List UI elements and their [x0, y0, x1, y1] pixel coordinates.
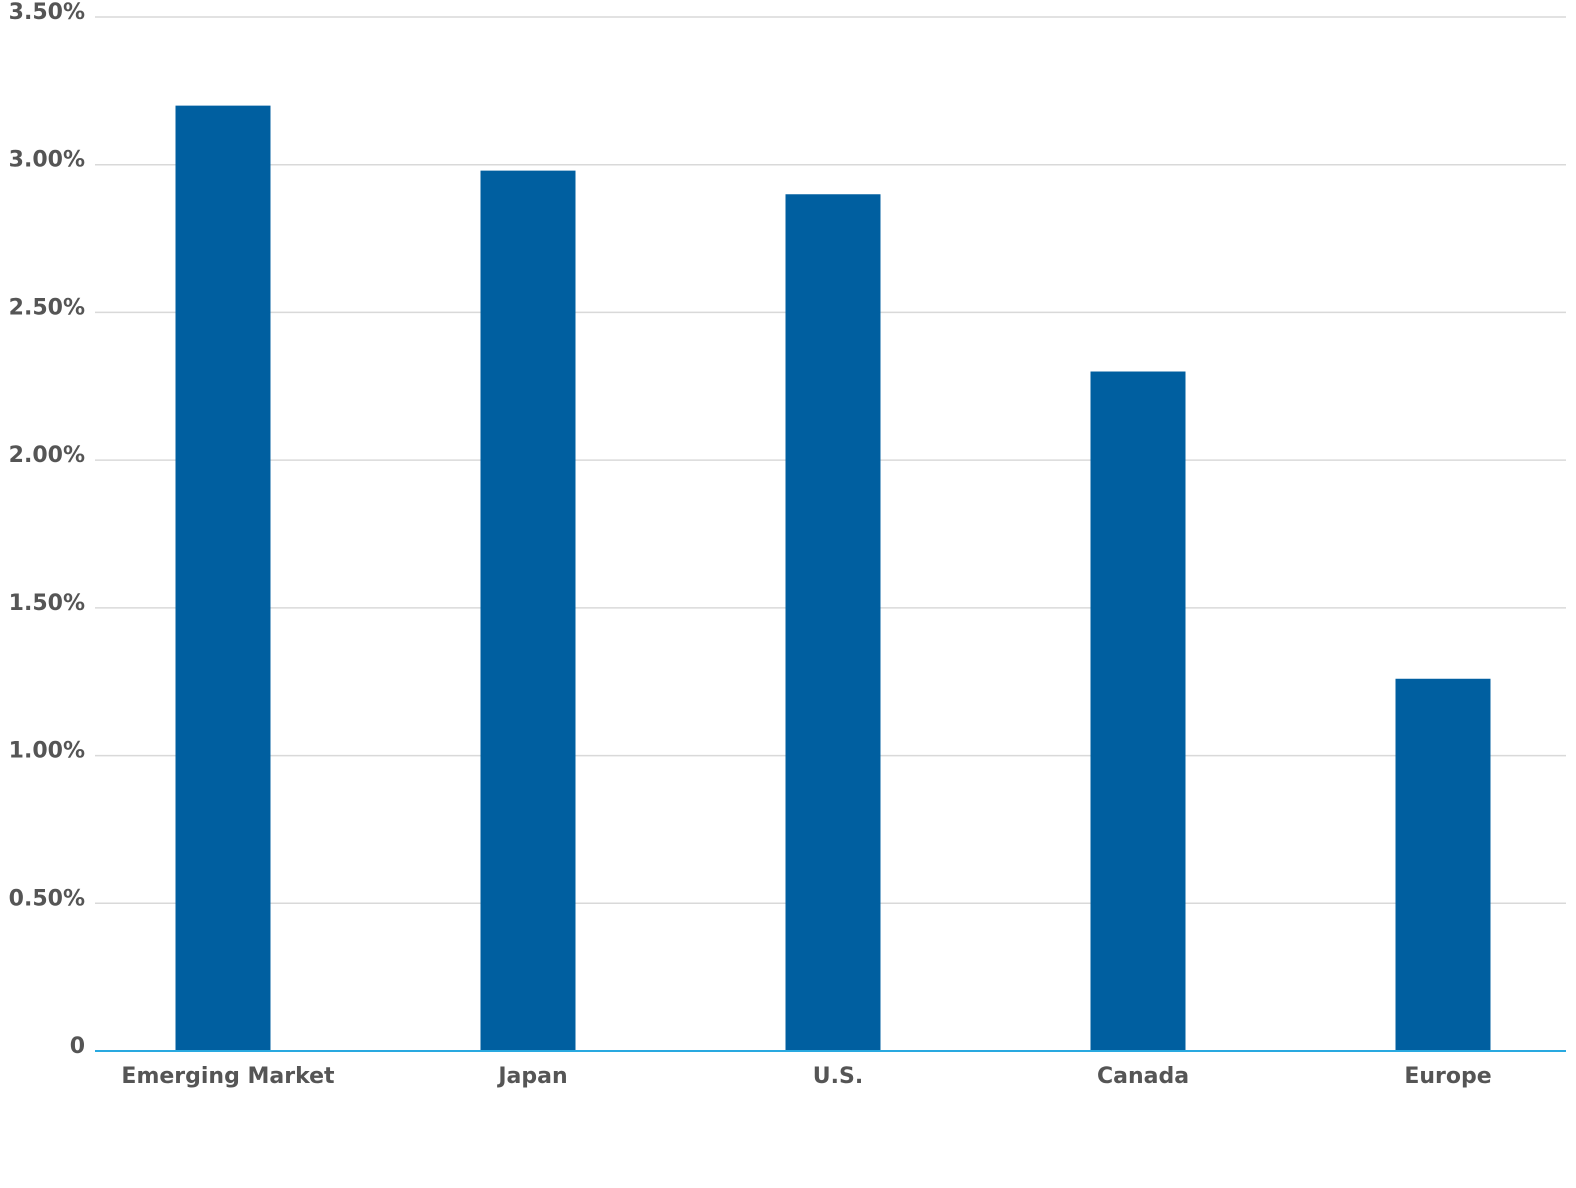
x-tick-label: Europe [1404, 1064, 1491, 1089]
y-tick-label: 3.50% [9, 0, 85, 25]
bar [1090, 371, 1186, 1051]
x-tick-label: Canada [1097, 1064, 1189, 1089]
y-tick-label: 0 [70, 1034, 85, 1059]
y-tick-label: 2.50% [9, 295, 85, 320]
bar [480, 170, 576, 1051]
x-tick-label: Emerging Market [121, 1064, 335, 1089]
y-tick-label: 3.00% [9, 148, 85, 173]
y-tick-label: 0.50% [9, 886, 85, 911]
y-tick-label: 1.00% [9, 739, 85, 764]
y-tick-label: 1.50% [9, 591, 85, 616]
x-tick-label: U.S. [813, 1064, 863, 1089]
bar [1395, 678, 1491, 1051]
x-tick-label: Japan [496, 1064, 567, 1089]
bar [785, 194, 881, 1051]
bar [175, 105, 271, 1052]
y-tick-label: 2.00% [9, 443, 85, 468]
